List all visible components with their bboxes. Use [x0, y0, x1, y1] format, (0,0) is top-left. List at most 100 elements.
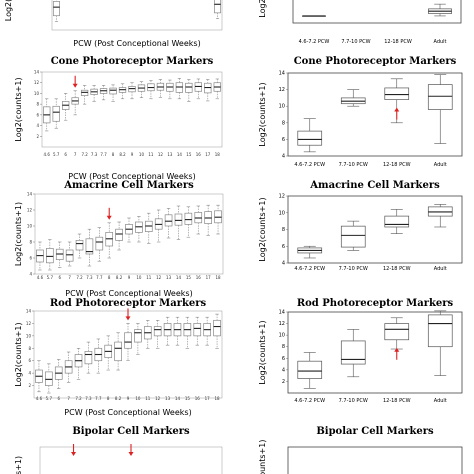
- red-arrow-head: [72, 83, 78, 88]
- x-tick-label: 8: [107, 396, 110, 401]
- y-axis-label: Log2(counts+1): [14, 77, 23, 141]
- y-tick-label: 6: [29, 256, 32, 261]
- y-tick-label: 4: [28, 371, 31, 376]
- x-tick-label: 7: [67, 396, 70, 401]
- panel-amacrine-left: Amacrine Cell Markers Log2(counts+1) 4 6 8 10…: [14, 180, 224, 298]
- box-body: [114, 341, 122, 362]
- x-tick-label: 9: [128, 275, 131, 280]
- x-tick-label: 8: [108, 275, 111, 280]
- y-axis-label: g2(counts+1): [258, 440, 267, 474]
- y-tick-label: 14: [34, 70, 40, 75]
- box-body: [52, 1, 60, 17]
- box-body: [214, 0, 222, 14]
- panel-title: Cone Photoreceptor Markers: [294, 56, 457, 67]
- x-axis-label: PCW (Post Conceptional Weeks): [68, 172, 195, 181]
- x-tick-label: 12-18 PCW: [383, 266, 411, 272]
- x-tick-label: 14: [177, 152, 183, 157]
- x-tick-label: 13: [167, 152, 173, 157]
- y-tick-label: 4: [282, 261, 285, 267]
- y-axis-label: ts+1): [14, 456, 23, 474]
- x-tick-label: 6: [64, 152, 67, 157]
- x-tick-label: 17: [206, 275, 212, 280]
- x-tick-label: 15: [185, 396, 191, 401]
- panel-rod-left: Rod Photoreceptor Markers Log2(counts+1) 2…: [14, 298, 223, 417]
- x-tick-label: 16: [196, 152, 202, 157]
- x-tick-label: 14: [175, 396, 181, 401]
- y-tick-label: 14: [27, 192, 33, 197]
- x-tick-label: 16: [195, 396, 201, 401]
- panel-amacrine-right: Amacrine Cell Markers Log2(counts+1) 4 6 8 10…: [258, 180, 463, 272]
- x-tick-label: 5.7: [53, 152, 60, 157]
- x-tick-label: 4.6-7.2 PCW: [294, 266, 325, 272]
- x-tick-label: 15: [186, 152, 192, 157]
- box-body: [340, 225, 366, 248]
- y-tick-label: 4: [29, 272, 32, 277]
- red-arrow-head: [106, 215, 112, 220]
- y-tick-label: 2: [36, 134, 39, 139]
- x-tick-label: Adult: [434, 266, 447, 272]
- x-tick-label: 15: [186, 275, 192, 280]
- x-tick-label: 5.7: [46, 396, 53, 401]
- x-tick-label: 9: [127, 396, 130, 401]
- box-body: [297, 360, 323, 379]
- box-body: [340, 340, 366, 365]
- x-axis-label: PCW (Post Conceptional Weeks): [64, 408, 191, 417]
- plot-frame: [41, 71, 223, 148]
- y-tick-label: 12: [34, 80, 40, 85]
- x-tick-label: 13: [165, 396, 171, 401]
- x-tick-label: 12: [155, 396, 161, 401]
- panel-bipolar-right: Bipolar Cell Markers g2(counts+1): [258, 426, 463, 474]
- plot-frame: [34, 193, 224, 275]
- panel-rod-right: Rod Photoreceptor Markers Log2(counts+1) 2…: [258, 298, 463, 404]
- plot-frame: [287, 446, 463, 474]
- x-tick-label: 10: [135, 396, 141, 401]
- box-body: [384, 323, 410, 341]
- x-tick-label: 4.6: [44, 152, 51, 157]
- x-tick-label: 10: [136, 275, 142, 280]
- x-tick-label: 6: [57, 396, 60, 401]
- red-arrow-head: [128, 452, 134, 456]
- y-tick-label: 12: [26, 321, 32, 326]
- y-tick-label: 6: [28, 358, 31, 363]
- y-tick-label: 10: [34, 91, 40, 96]
- y-tick-label: 12: [279, 194, 285, 200]
- x-tick-label: 7.7: [96, 275, 103, 280]
- x-tick-label: 7.7: [95, 396, 102, 401]
- y-tick-label: 10: [279, 104, 285, 110]
- x-tick-label: 16: [196, 275, 202, 280]
- box-body: [297, 130, 323, 146]
- panel-title: Bipolar Cell Markers: [316, 426, 434, 437]
- box-body: [384, 87, 410, 100]
- x-tick-label: 7.2: [75, 396, 82, 401]
- x-tick-label: 18: [215, 152, 221, 157]
- x-tick-label: Adult: [434, 398, 447, 404]
- x-tick-label: Adult: [434, 162, 447, 168]
- y-axis-label: Log2(: [4, 0, 13, 21]
- x-tick-label: 7: [74, 152, 77, 157]
- x-tick-label: 12-18 PCW: [384, 39, 412, 45]
- x-tick-label: 17: [205, 396, 211, 401]
- box-body: [85, 238, 94, 255]
- box-body: [109, 87, 117, 95]
- y-axis-label: Log2(counts+1): [14, 322, 23, 386]
- box-body: [115, 228, 123, 241]
- red-arrow-head: [394, 107, 400, 112]
- x-tick-label: 12-18 PCW: [383, 398, 411, 404]
- x-tick-label: 7.3: [91, 152, 98, 157]
- y-tick-label: 4: [36, 123, 39, 128]
- x-tick-label: 7: [68, 275, 71, 280]
- y-tick-label: 10: [27, 224, 33, 229]
- y-axis-label: Log2(: [258, 0, 267, 18]
- y-tick-label: 14: [279, 71, 285, 77]
- box-body: [427, 314, 453, 348]
- y-tick-label: 10: [279, 210, 285, 216]
- x-tick-label: 12: [156, 275, 162, 280]
- box-body: [95, 236, 104, 251]
- y-tick-label: 14: [26, 309, 32, 314]
- panel-title: Cone Photoreceptor Markers: [51, 56, 214, 67]
- y-tick-label: 2: [282, 379, 285, 385]
- box-body: [185, 82, 193, 93]
- panel-cone-left: Cone Photoreceptor Markers Log2(counts+1)…: [14, 56, 223, 181]
- panel-title: Amacrine Cell Markers: [309, 180, 440, 191]
